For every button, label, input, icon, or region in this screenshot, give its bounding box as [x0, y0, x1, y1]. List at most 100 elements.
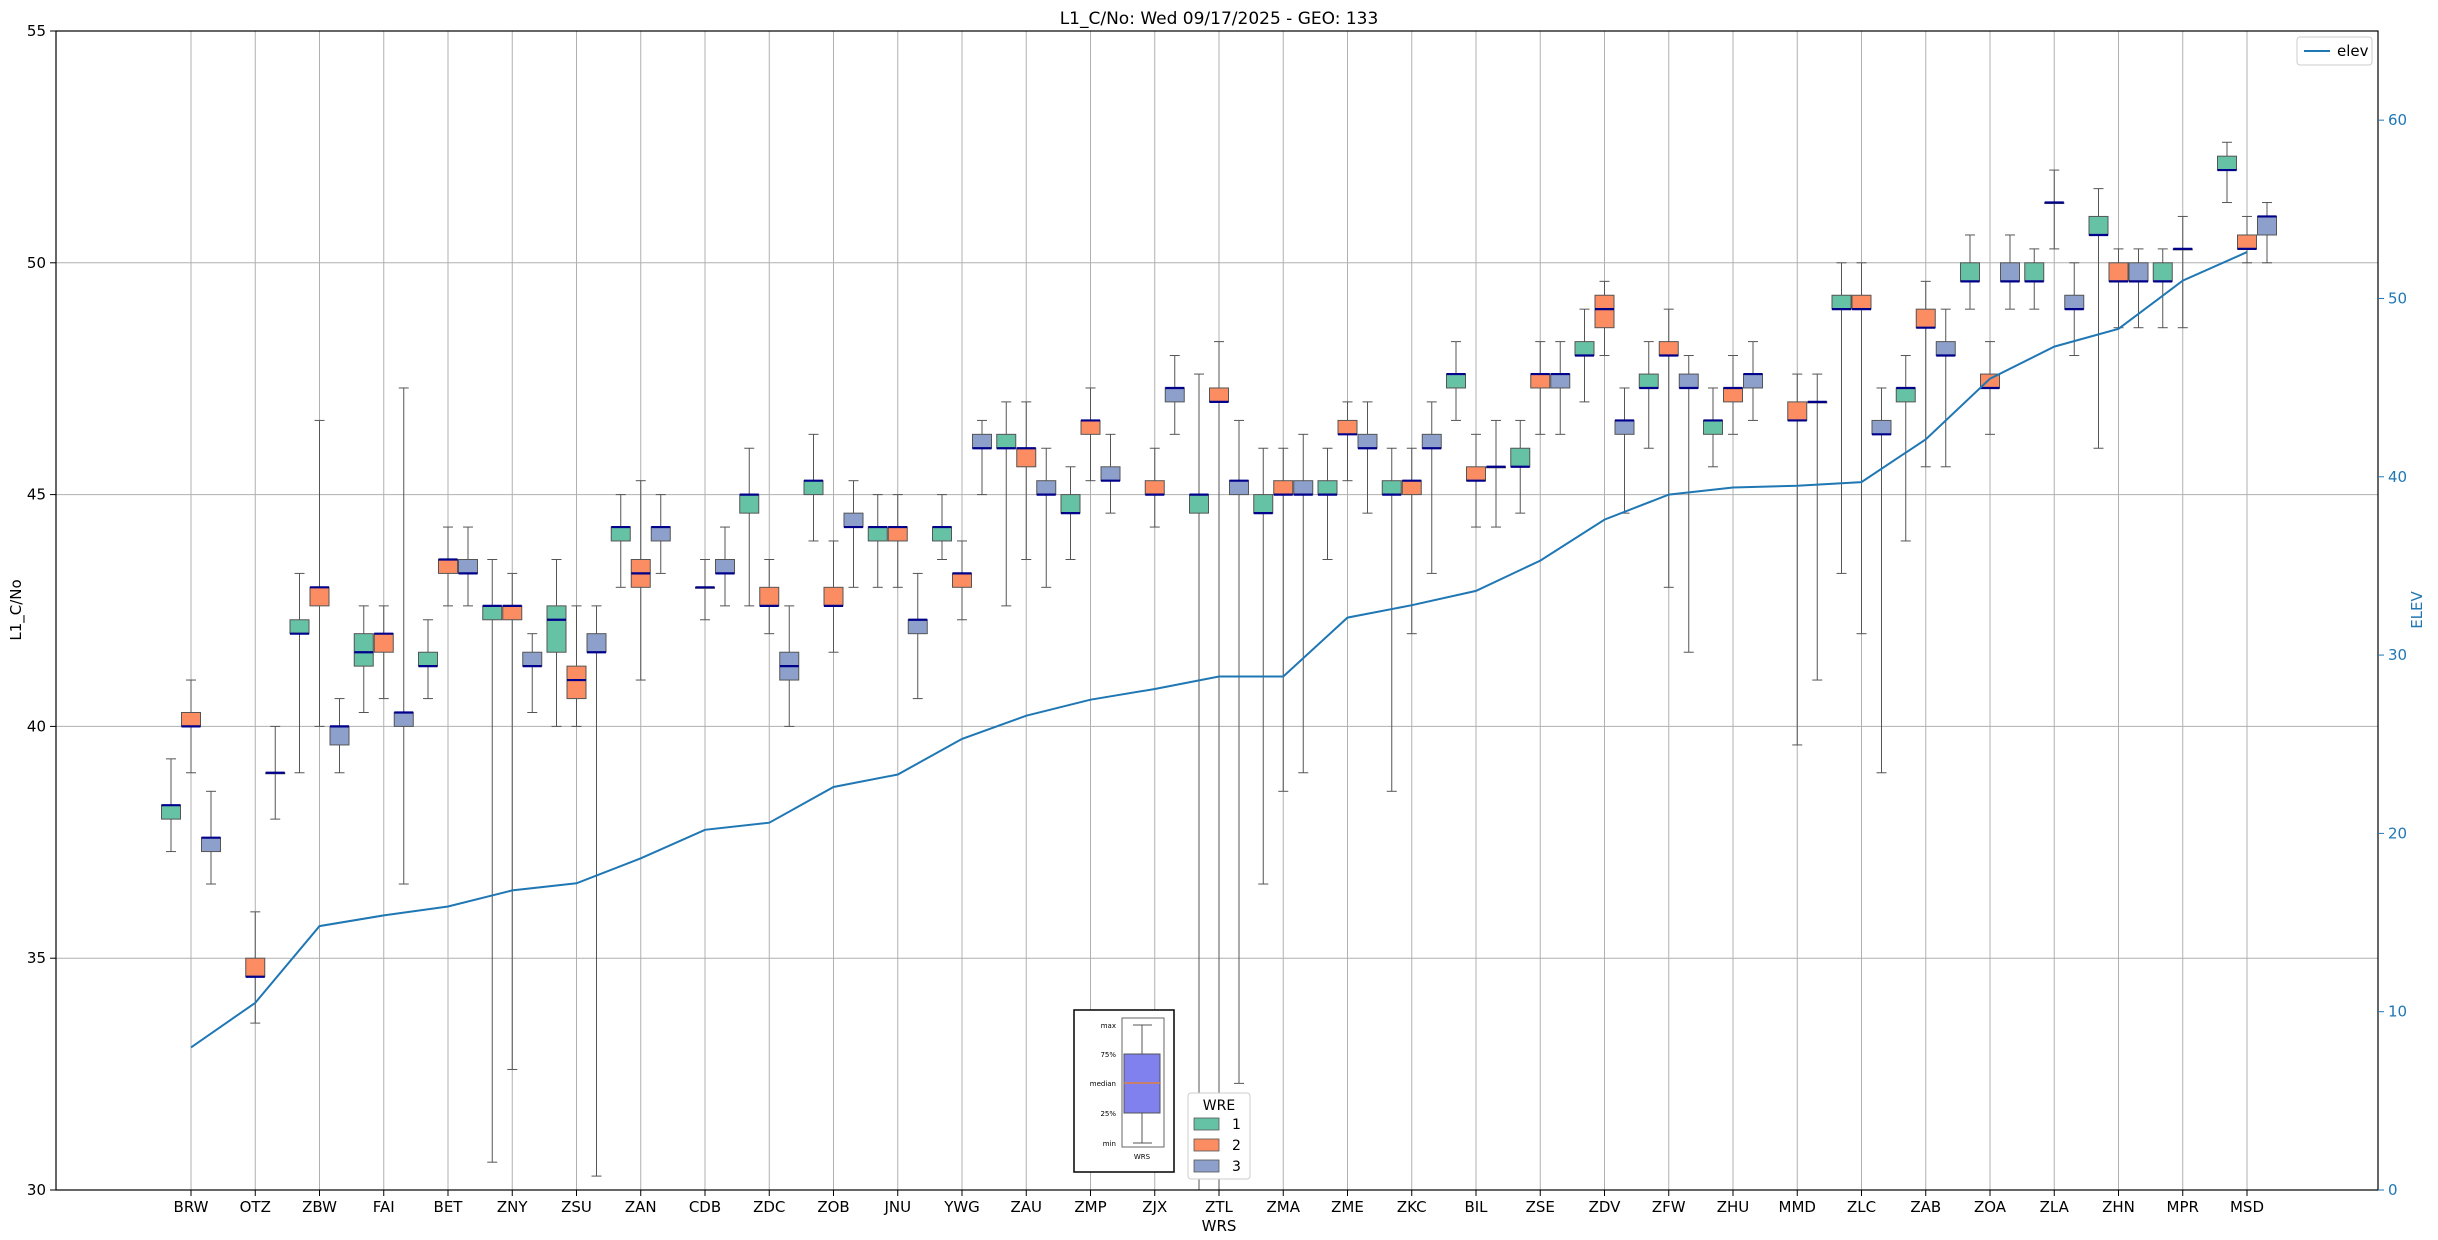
box-zau-wre3	[1036, 447, 1057, 588]
right-tick-label: 60	[2388, 111, 2407, 129]
x-tick-label: CDB	[689, 1198, 721, 1216]
box-zjx-wre2	[1144, 447, 1165, 528]
x-tick-label: MPR	[2167, 1198, 2199, 1216]
x-tick-label: ZMA	[1267, 1198, 1301, 1216]
x-tick-label: ZLC	[1847, 1198, 1876, 1216]
box-body	[2088, 215, 2109, 236]
box-zny-wre3	[522, 633, 543, 713]
x-tick-label: ZME	[1331, 1198, 1364, 1216]
x-axis-ticks: BRW OTZ ZBW FAI BET ZNY ZSU ZAN CDB ZDC ZOB JNU YWG Z…	[174, 1190, 2264, 1216]
box-body	[161, 804, 181, 820]
wre-legend: WRE 1 2 3	[1187, 1092, 1251, 1180]
box-zmp-wre2	[1080, 387, 1101, 482]
right-tick-label: 50	[2388, 289, 2407, 307]
box-zdc-wre2	[759, 559, 780, 635]
box-brw-wre1	[161, 758, 181, 853]
box-jnu-wre2	[887, 494, 908, 588]
inset-label-min: min	[1103, 1140, 1116, 1148]
box-jnu-wre1	[867, 494, 888, 588]
box-otz-wre2	[245, 911, 266, 1024]
box-fai-wre2	[373, 605, 394, 700]
box-cdb-wre2	[695, 559, 715, 621]
box-zau-wre2	[1016, 401, 1037, 561]
box-zkc-wre1	[1381, 447, 1402, 792]
box-zny-wre2	[502, 572, 523, 1070]
box-body	[1209, 387, 1229, 403]
box-body	[715, 559, 735, 574]
box-bet-wre1	[418, 619, 438, 700]
box-body	[201, 837, 221, 853]
x-tick-label: ZSU	[561, 1198, 592, 1216]
box-zfw-wre1	[1638, 341, 1659, 449]
wre-legend-swatch-3	[1193, 1159, 1220, 1173]
box-mmd-wre3	[1807, 373, 1828, 681]
box-body	[1594, 294, 1615, 329]
box-bil-wre2	[1466, 433, 1486, 528]
box-zbw-wre2	[309, 419, 330, 727]
x-tick-label: ZAB	[1910, 1198, 1941, 1216]
box-cdb-wre3	[715, 526, 735, 607]
x-tick-label: ZSE	[1526, 1198, 1555, 1216]
y-tick-label: 55	[27, 22, 46, 40]
box-zma-wre3	[1293, 433, 1314, 774]
box-zmp-wre1	[1060, 466, 1081, 561]
box-zlc-wre3	[1871, 387, 1892, 774]
box-zlc-wre1	[1831, 262, 1852, 574]
plot-frame	[55, 30, 2379, 1191]
box-ztl-wre3	[1229, 419, 1249, 1084]
y-tick-label: 50	[27, 254, 46, 272]
box-mmd-wre2	[1787, 373, 1808, 746]
box-body	[2024, 262, 2045, 282]
box-body	[1016, 447, 1037, 468]
box-bil-wre3	[1486, 419, 1506, 528]
box-zsu-wre3	[586, 605, 607, 1177]
inset-xlabel: WRS	[1134, 1153, 1151, 1161]
box-body	[2257, 215, 2277, 236]
box-zfw-wre2	[1658, 308, 1679, 588]
x-tick-label: BET	[434, 1198, 464, 1216]
x-tick-label: MSD	[2230, 1198, 2264, 1216]
box-body	[1293, 480, 1314, 496]
box-zob-wre2	[823, 540, 844, 653]
x-tick-label: OTZ	[240, 1198, 271, 1216]
box-body	[1935, 341, 1956, 357]
box-mpr-wre1	[2152, 248, 2173, 329]
box-zny-wre1	[482, 559, 503, 1163]
box-body	[1144, 480, 1165, 496]
x-tick-label: ZHN	[2102, 1198, 2135, 1216]
box-zan-wre3	[650, 494, 671, 574]
box-zhu-wre3	[1743, 341, 1763, 421]
box-body	[353, 633, 374, 667]
x-axis-label: WRS	[1202, 1217, 1237, 1235]
box-body	[2064, 294, 2085, 310]
x-tick-label: ZLA	[2040, 1198, 2070, 1216]
right-tick-label: 30	[2388, 646, 2407, 664]
box-body	[1787, 401, 1808, 421]
box-body	[1915, 308, 1936, 329]
box-zoa-wre3	[2000, 234, 2020, 310]
box-body	[1060, 494, 1081, 514]
box-body	[522, 651, 543, 667]
box-body	[1421, 433, 1442, 449]
box-otz-wre3	[265, 725, 286, 820]
box-body	[1466, 466, 1486, 482]
box-body	[1614, 419, 1635, 435]
box-body	[1530, 373, 1551, 389]
box-body	[1401, 480, 1422, 496]
box-body	[245, 957, 266, 978]
box-body	[650, 526, 671, 542]
elev-line	[190, 251, 2248, 1049]
inset-label-q3: 75%	[1100, 1051, 1116, 1059]
box-body	[2237, 234, 2257, 250]
box-group	[161, 141, 2277, 1191]
box-body	[1658, 341, 1679, 357]
wre-legend-label-3: 3	[1232, 1159, 1241, 1175]
inset-plot-area	[1121, 1017, 1165, 1148]
x-tick-label: ZOA	[1974, 1198, 2007, 1216]
right-axis-ticks: 0 10 20 30 40 50 60	[2378, 111, 2407, 1199]
x-tick-label: YWG	[943, 1198, 980, 1216]
wre-legend-label-2: 2	[1232, 1138, 1241, 1154]
box-body	[2108, 262, 2129, 282]
elev-legend-label: elev	[2337, 42, 2369, 60]
chart-title: L1_C/No: Wed 09/17/2025 - GEO: 133	[1060, 9, 1379, 29]
